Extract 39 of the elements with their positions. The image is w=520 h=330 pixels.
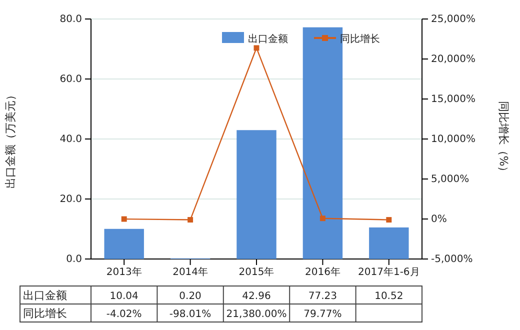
data-label: 79.77% — [304, 309, 342, 320]
y-tick-label: 80.0 — [60, 14, 82, 26]
y2-axis-title: 同比增长（%） — [497, 100, 510, 178]
y2-tick-label: -5,000% — [431, 254, 473, 266]
data-label: 10.52 — [374, 291, 404, 302]
data-label: 0.20 — [179, 291, 202, 302]
point — [320, 216, 326, 222]
point — [121, 216, 127, 222]
y2-tick-label: 15,000% — [431, 94, 476, 106]
y-tick-label: 20.0 — [60, 194, 82, 206]
y-tick-label: 40.0 — [60, 134, 82, 146]
x-tick-label: 2017年1-6月 — [358, 266, 420, 278]
bar — [369, 227, 409, 259]
y-tick-label: 0.0 — [66, 254, 82, 266]
data-label: -4.02% — [106, 309, 142, 320]
data-label: 21,380.00% — [226, 309, 287, 320]
x-tick-label: 2014年 — [172, 266, 208, 278]
y2-tick-label: 5,000% — [431, 174, 470, 186]
point — [254, 45, 260, 51]
point — [386, 217, 392, 223]
y2-tick-label: 20,000% — [431, 54, 476, 66]
legend-label: 出口金额 — [248, 33, 288, 45]
text: 同比增长 — [23, 307, 67, 320]
bar — [104, 228, 144, 259]
y-axis-title: 出口金额（万美元） — [4, 90, 17, 188]
x-tick-label: 2013年 — [106, 266, 142, 278]
point — [188, 217, 194, 223]
bar — [236, 130, 276, 259]
y-tick-label: 60.0 — [60, 74, 82, 86]
y2-tick-label: 0% — [431, 214, 447, 226]
data-label: 77.23 — [308, 291, 338, 302]
data-label: 42.96 — [242, 291, 271, 302]
data-label: 10.04 — [110, 291, 138, 302]
x-tick-label: 2015年 — [238, 266, 274, 278]
x-tick-label: 2016年 — [304, 266, 340, 278]
y2-tick-label: 10,000% — [431, 134, 476, 146]
y2-tick-label: 25,000% — [431, 14, 476, 26]
data-label: -98.01% — [169, 309, 212, 320]
text: 出口金额 — [23, 289, 67, 302]
